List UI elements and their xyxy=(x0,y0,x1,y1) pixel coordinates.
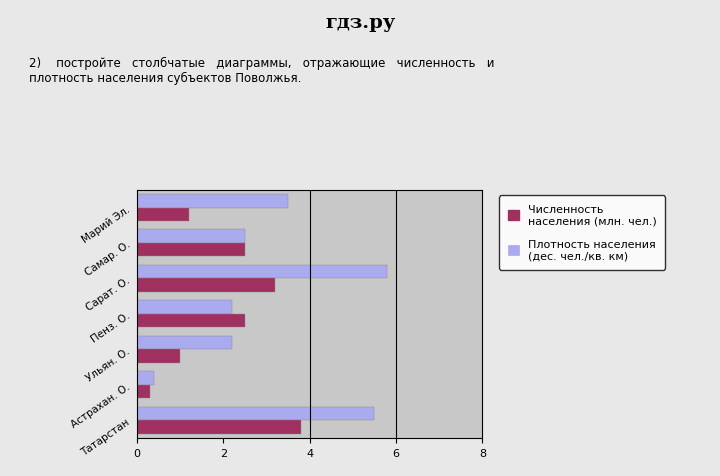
Bar xyxy=(137,195,288,208)
Text: гдз.ру: гдз.ру xyxy=(325,14,395,32)
Bar xyxy=(137,420,301,434)
Bar xyxy=(137,349,180,363)
Bar xyxy=(137,336,232,349)
Legend: Численность
населения (млн. чел.), Плотность населения
(дес. чел./кв. км): Численность населения (млн. чел.), Плотн… xyxy=(499,196,665,270)
Bar xyxy=(137,279,275,292)
Bar xyxy=(137,265,387,279)
Bar xyxy=(137,208,189,221)
Bar xyxy=(137,371,154,385)
Bar xyxy=(137,407,374,420)
Bar xyxy=(137,301,232,314)
Bar xyxy=(137,385,150,398)
Text: 2)    постройте   столбчатые   диаграммы,   отражающие   численность   и
плотнос: 2) постройте столбчатые диаграммы, отраж… xyxy=(29,57,495,85)
Bar xyxy=(137,230,245,243)
Bar xyxy=(137,243,245,257)
Bar xyxy=(137,314,245,327)
